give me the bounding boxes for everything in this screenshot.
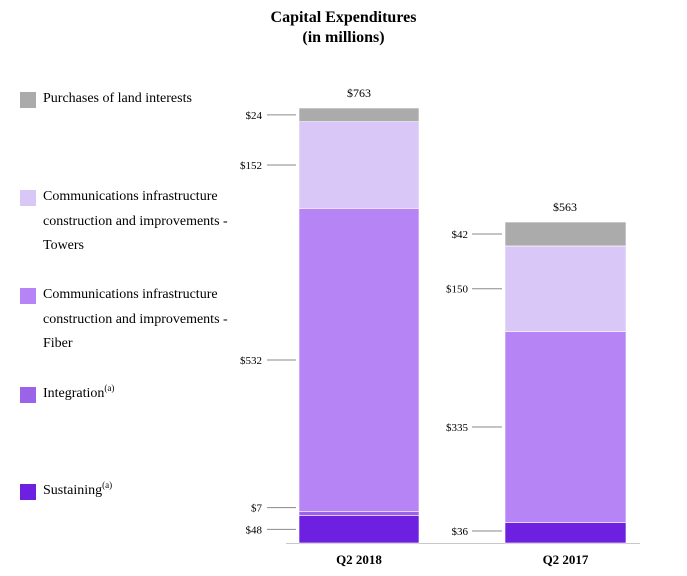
legend-label-fiber: Communications infrastructure constructi… (43, 287, 228, 351)
bar-segment (504, 331, 627, 523)
data-label: $48 (246, 524, 263, 536)
category-label: Q2 2017 (543, 552, 589, 567)
bar-segment (504, 522, 627, 544)
legend-item-integration: Integration(a) (20, 383, 243, 407)
chart-title-block: Capital Expenditures (in millions) (0, 8, 687, 48)
data-label: $42 (452, 229, 469, 241)
legend-label-towers: Communications infrastructure constructi… (43, 189, 228, 253)
bar-segment (298, 511, 420, 516)
legend-label-integration: Integration (43, 386, 105, 401)
bar-segment (298, 515, 420, 544)
legend-swatch-land (20, 92, 36, 108)
legend-item-fiber: Communications infrastructure constructi… (20, 287, 243, 357)
data-label: $532 (240, 355, 262, 367)
legend-sup-sustaining: (a) (102, 480, 113, 490)
legend-swatch-integration (20, 387, 36, 403)
legend-item-towers: Communications infrastructure constructi… (20, 189, 243, 259)
legend-swatch-sustaining (20, 484, 36, 500)
legend: Purchases of land interests Communicatio… (0, 0, 250, 576)
total-label: $763 (347, 86, 371, 100)
legend-label-sustaining: Sustaining (43, 483, 103, 498)
legend-item-land: Purchases of land interests (20, 91, 243, 112)
chart-title: Capital Expenditures (270, 9, 417, 26)
legend-sup-integration: (a) (104, 383, 115, 393)
bar-segment (298, 121, 420, 209)
total-label: $563 (553, 200, 577, 214)
category-label: Q2 2018 (336, 552, 382, 567)
data-label: $7 (251, 503, 263, 515)
data-label: $36 (452, 526, 469, 538)
chart-subtitle: (in millions) (302, 29, 385, 46)
legend-label-land: Purchases of land interests (43, 91, 192, 106)
bar-segment (298, 208, 420, 512)
legend-swatch-towers (20, 190, 36, 206)
bar-segment (504, 221, 627, 247)
legend-item-sustaining: Sustaining(a) (20, 480, 243, 504)
data-label: $150 (446, 284, 469, 296)
bar-segment (504, 245, 627, 332)
data-label: $152 (240, 160, 262, 172)
bar-segment (298, 107, 420, 122)
legend-swatch-fiber (20, 288, 36, 304)
data-label: $24 (246, 110, 263, 122)
data-label: $335 (446, 422, 469, 434)
